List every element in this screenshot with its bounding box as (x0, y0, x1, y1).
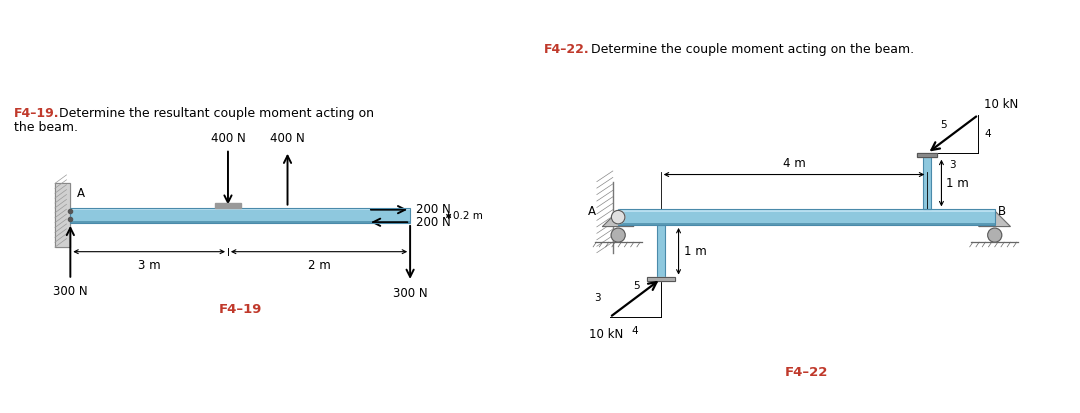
Text: B: B (998, 205, 1007, 218)
Bar (618, 223, 995, 225)
Text: 300 N: 300 N (53, 285, 87, 298)
Text: 400 N: 400 N (270, 132, 305, 145)
Text: 300 N: 300 N (393, 287, 428, 300)
Circle shape (611, 228, 625, 242)
Bar (917, 153, 937, 157)
Bar (923, 157, 931, 209)
Text: 3 m: 3 m (138, 259, 161, 273)
Bar (618, 209, 995, 225)
Bar (70, 208, 410, 210)
Text: 4: 4 (984, 129, 990, 139)
Text: F4–19: F4–19 (218, 303, 262, 316)
Text: Determine the couple moment acting on the beam.: Determine the couple moment acting on th… (591, 43, 915, 56)
Polygon shape (603, 211, 634, 227)
Text: 3: 3 (949, 160, 956, 170)
Text: the beam.: the beam. (14, 121, 79, 134)
Bar (70, 208, 410, 223)
Bar (618, 209, 995, 225)
Bar (917, 153, 937, 157)
Bar (70, 208, 410, 223)
Text: 4 m: 4 m (783, 157, 806, 170)
Text: 200 N: 200 N (416, 203, 450, 216)
Bar (215, 203, 241, 208)
Text: 5: 5 (941, 121, 947, 131)
Bar (657, 225, 664, 278)
Text: 1 m: 1 m (684, 245, 706, 258)
Bar (618, 209, 995, 212)
Text: 10 kN: 10 kN (984, 98, 1018, 111)
Bar (923, 157, 931, 209)
Bar (55, 183, 70, 247)
Text: F4–22.: F4–22. (543, 43, 590, 56)
Polygon shape (980, 211, 1011, 227)
Bar (647, 277, 675, 281)
Bar (70, 221, 410, 223)
Text: F4–22: F4–22 (785, 366, 828, 380)
Text: A: A (78, 187, 85, 200)
Text: 10 kN: 10 kN (589, 328, 623, 341)
Text: 0.2 m: 0.2 m (453, 211, 483, 221)
Text: A: A (588, 205, 595, 218)
Text: 200 N: 200 N (416, 216, 450, 229)
Text: 3: 3 (594, 293, 602, 303)
Text: 2 m: 2 m (308, 259, 330, 273)
Bar (55, 183, 70, 247)
Bar (647, 277, 675, 281)
Text: F4–19.: F4–19. (14, 107, 59, 120)
Text: 5: 5 (633, 281, 640, 291)
Text: Determine the resultant couple moment acting on: Determine the resultant couple moment ac… (59, 107, 374, 120)
Circle shape (611, 210, 625, 224)
Text: 4: 4 (632, 326, 638, 336)
Text: 400 N: 400 N (211, 132, 245, 145)
Bar (657, 225, 664, 278)
Circle shape (988, 228, 1002, 242)
Text: 1 m: 1 m (946, 176, 969, 190)
